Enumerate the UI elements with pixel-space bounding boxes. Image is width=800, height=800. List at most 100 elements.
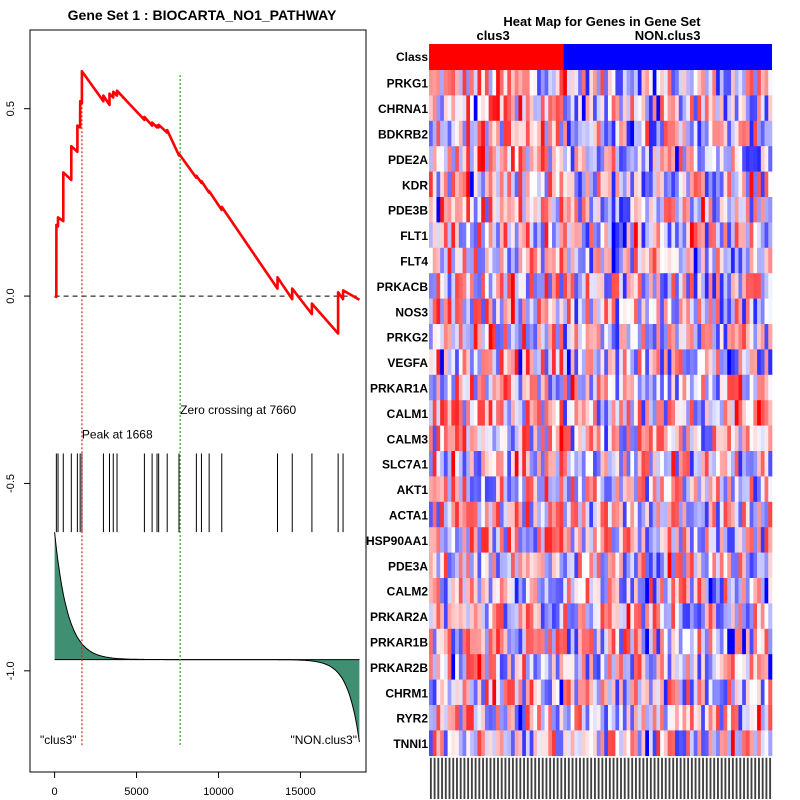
heatmap-cell bbox=[518, 679, 523, 706]
heatmap-cell bbox=[604, 603, 609, 630]
heatmap-cell bbox=[704, 247, 709, 274]
heatmap-cell bbox=[507, 298, 512, 325]
heatmap-cell bbox=[652, 730, 657, 757]
heatmap-cell bbox=[593, 578, 598, 604]
heatmap-cell bbox=[708, 628, 713, 655]
heatmap-cell bbox=[667, 95, 672, 122]
heatmap-cell bbox=[671, 628, 676, 655]
heatmap-cell bbox=[630, 654, 635, 680]
heatmap-cell bbox=[675, 273, 680, 299]
heatmap-cell bbox=[447, 171, 452, 198]
heatmap-cell bbox=[660, 476, 665, 503]
heatmap-cell bbox=[470, 425, 475, 452]
heatmap-cell bbox=[559, 95, 564, 122]
heatmap-cell bbox=[555, 324, 560, 350]
heatmap-cell bbox=[600, 603, 605, 630]
heatmap-cell bbox=[548, 349, 553, 376]
heatmap-cell bbox=[745, 146, 750, 172]
heatmap-cell bbox=[429, 324, 434, 350]
heatmap-cell bbox=[481, 247, 486, 274]
heatmap-cell bbox=[458, 552, 463, 579]
heatmap-cell bbox=[578, 425, 583, 452]
heatmap-cell bbox=[574, 730, 579, 757]
heatmap-cell bbox=[660, 120, 665, 147]
heatmap-cell bbox=[555, 603, 560, 630]
heatmap-cell bbox=[462, 730, 467, 757]
heatmap-cell bbox=[548, 146, 553, 172]
heatmap-cell bbox=[589, 425, 594, 452]
heatmap-cell bbox=[473, 527, 478, 553]
heatmap-cell bbox=[488, 146, 493, 172]
heatmap-cell bbox=[630, 120, 635, 147]
heatmap-cell bbox=[663, 425, 668, 452]
heatmap-cell bbox=[540, 730, 545, 757]
heatmap-cell bbox=[455, 451, 460, 477]
heatmap-cell bbox=[663, 374, 668, 401]
heatmap-cell bbox=[466, 298, 471, 325]
heatmap-cell bbox=[671, 70, 676, 96]
heatmap-cell bbox=[570, 95, 575, 122]
heatmap-cell bbox=[634, 197, 639, 223]
heatmap-cell bbox=[704, 476, 709, 503]
heatmap-cell bbox=[447, 730, 452, 757]
heatmap-cell bbox=[447, 222, 452, 249]
heatmap-cell bbox=[667, 324, 672, 350]
heatmap-cell bbox=[544, 425, 549, 452]
heatmap-cell bbox=[540, 705, 545, 731]
heatmap-cell bbox=[470, 374, 475, 401]
heatmap-cell bbox=[462, 324, 467, 350]
heatmap-cell bbox=[447, 628, 452, 655]
heatmap-cell bbox=[622, 628, 627, 655]
heatmap-cell bbox=[701, 95, 706, 122]
gene-label: PRKACB bbox=[377, 280, 429, 294]
heatmap-cell bbox=[626, 578, 631, 604]
heatmap-cell bbox=[470, 324, 475, 350]
heatmap-cell bbox=[704, 349, 709, 376]
heatmap-cell bbox=[447, 527, 452, 553]
heatmap-cell bbox=[719, 425, 724, 452]
sample-label-mark bbox=[463, 757, 466, 799]
heatmap-cell bbox=[496, 451, 501, 477]
heatmap-cell bbox=[671, 95, 676, 122]
heatmap-cell bbox=[440, 95, 445, 122]
y-tick-label: 0.0 bbox=[5, 288, 17, 303]
heatmap-cell bbox=[760, 527, 765, 553]
heatmap-cell bbox=[607, 70, 612, 96]
heatmap-cell bbox=[712, 70, 717, 96]
heatmap-cell bbox=[484, 374, 489, 401]
heatmap-cell bbox=[712, 705, 717, 731]
heatmap-cell bbox=[660, 374, 665, 401]
heatmap-cell bbox=[481, 552, 486, 579]
heatmap-cell bbox=[477, 705, 482, 731]
heatmap-cell bbox=[749, 425, 754, 452]
heatmap-cell bbox=[716, 628, 721, 655]
heatmap-cell bbox=[637, 527, 642, 553]
heatmap-cell bbox=[749, 247, 754, 274]
heatmap-cell bbox=[466, 654, 471, 680]
class-label-clus3: clus3 bbox=[476, 28, 509, 43]
heatmap-cell bbox=[473, 654, 478, 680]
heatmap-cell bbox=[529, 374, 534, 401]
heatmap-cell bbox=[641, 95, 646, 122]
heatmap-cell bbox=[626, 400, 631, 426]
sample-label-mark bbox=[441, 757, 443, 799]
heatmap-cell bbox=[600, 628, 605, 655]
heatmap-cell bbox=[645, 298, 650, 325]
heatmap-cell bbox=[689, 70, 695, 96]
heatmap-cell bbox=[727, 197, 732, 223]
heatmap-cell bbox=[686, 95, 691, 122]
heatmap-cell bbox=[458, 146, 463, 172]
heatmap-cell bbox=[607, 501, 612, 528]
heatmap-cell bbox=[518, 349, 523, 376]
heatmap-cell bbox=[537, 171, 542, 198]
heatmap-cell bbox=[499, 95, 504, 122]
heatmap-cell bbox=[760, 578, 765, 604]
heatmap-cell bbox=[499, 679, 504, 706]
heatmap-cell bbox=[645, 679, 650, 706]
heatmap-cell bbox=[488, 222, 493, 249]
x-tick-label: 10000 bbox=[203, 786, 234, 798]
heatmap-cell bbox=[492, 247, 497, 274]
sample-label-mark bbox=[612, 757, 615, 799]
heatmap-cell bbox=[693, 451, 698, 477]
heatmap-cell bbox=[496, 476, 501, 503]
